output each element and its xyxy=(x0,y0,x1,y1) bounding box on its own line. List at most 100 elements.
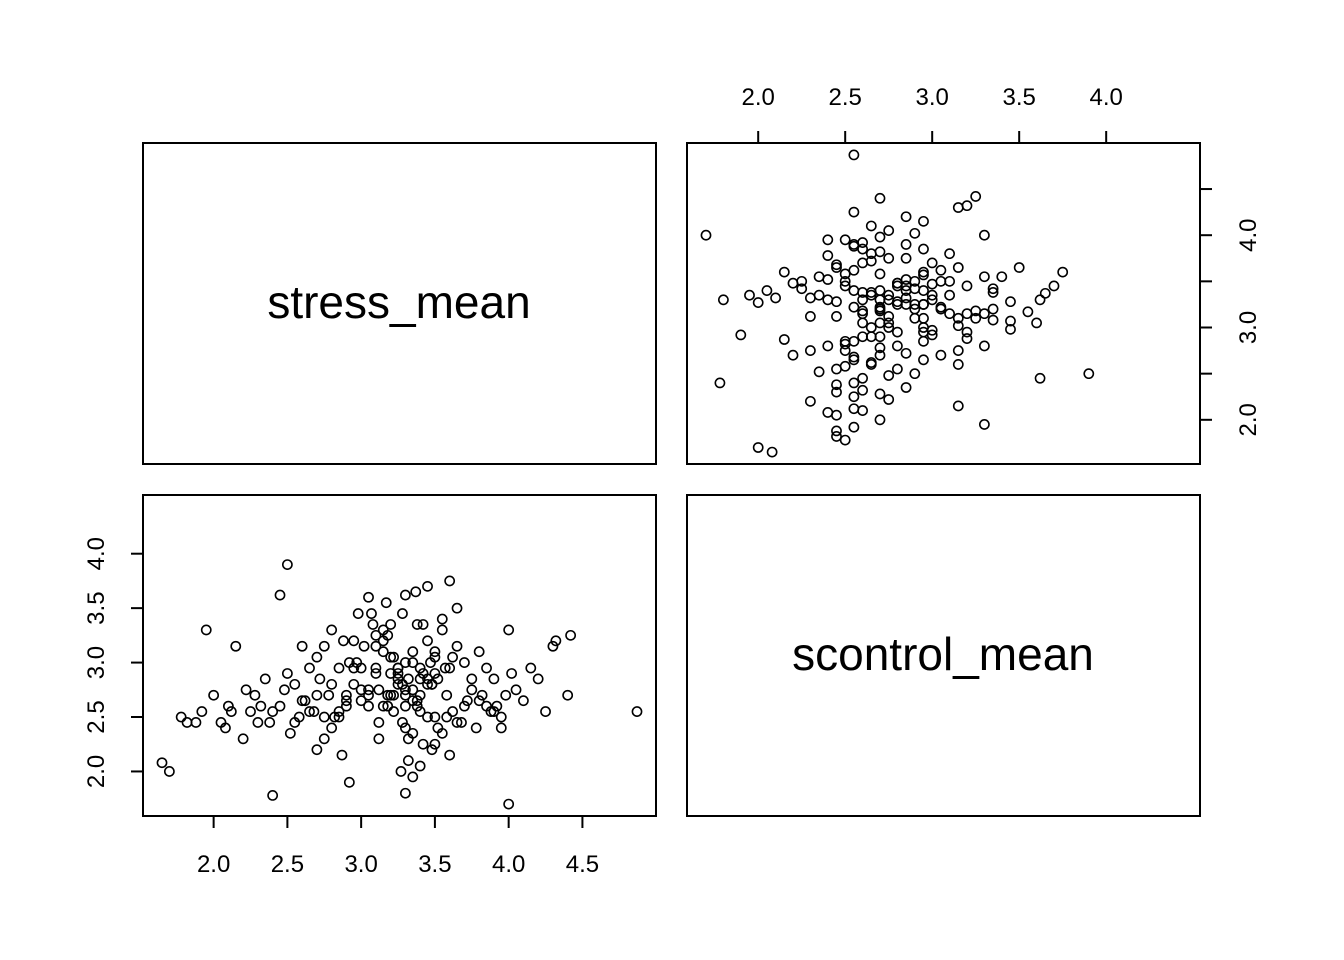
scatter-point xyxy=(503,624,515,636)
scatter-point xyxy=(414,689,426,701)
scatter-point xyxy=(380,597,392,609)
scatter-point xyxy=(426,744,438,756)
scatter-point xyxy=(547,640,559,652)
scatter-point xyxy=(397,608,408,619)
scatter-point xyxy=(918,243,929,255)
left-axis-tick-label: 2.0 xyxy=(83,755,110,788)
scatter-point xyxy=(336,749,348,761)
scatter-point xyxy=(813,366,825,378)
scatter-point xyxy=(1039,287,1051,299)
scatter-point xyxy=(1031,317,1042,329)
scatter-point xyxy=(281,668,293,679)
scatter-point xyxy=(978,340,990,352)
diag-label-stress-mean: stress_mean xyxy=(267,276,530,328)
scatter-point xyxy=(500,689,512,701)
scatter-point xyxy=(848,206,860,218)
scatter-point xyxy=(1013,262,1025,273)
top-axis-tick-label: 3.0 xyxy=(916,84,949,111)
scatter-point xyxy=(481,700,492,712)
scatter-point xyxy=(481,662,492,674)
scatter-point xyxy=(874,268,886,280)
scatter-point xyxy=(787,349,799,361)
scatter-point xyxy=(392,662,404,674)
scatter-point xyxy=(744,289,755,301)
scatter-point xyxy=(444,749,456,761)
scatter-point xyxy=(857,294,868,306)
scatter-point xyxy=(961,333,973,344)
scatter-point xyxy=(1034,372,1046,384)
bottom-axis-tick-label: 4.0 xyxy=(492,851,525,878)
scatter-point xyxy=(874,331,886,343)
scatter-point xyxy=(348,635,360,647)
scatter-point xyxy=(422,635,433,647)
scatter-point xyxy=(459,657,470,668)
scatter-point xyxy=(196,706,208,717)
scatter-point xyxy=(436,727,448,739)
left-axis-tick-label: 3.5 xyxy=(83,591,110,624)
scatter-point xyxy=(348,662,360,674)
bottom-x-axis: 2.0 2.5 3.0 3.5 4.0 4.5 xyxy=(197,815,599,878)
scatter-point xyxy=(918,299,929,310)
scatter-point xyxy=(900,347,912,359)
scatter-point xyxy=(865,248,877,260)
scatter-point xyxy=(318,640,330,652)
scatter-point xyxy=(848,335,860,347)
scatter-point xyxy=(918,215,929,227)
scatter-point xyxy=(874,231,886,243)
scatter-point xyxy=(441,689,453,701)
scatter-point xyxy=(883,225,895,236)
scatter-point xyxy=(540,706,551,717)
scatter-point xyxy=(700,229,712,241)
scatter-point xyxy=(1005,315,1016,327)
scatter-point xyxy=(891,296,903,308)
scatter-point xyxy=(304,662,315,674)
scatter-point xyxy=(355,695,367,707)
top-axis-tick-label: 4.0 xyxy=(1089,84,1122,111)
scatter-point xyxy=(417,668,429,679)
scatter-point xyxy=(488,673,500,685)
scatter-point xyxy=(874,342,886,354)
scatter-point xyxy=(952,312,964,324)
scatter-point xyxy=(252,717,264,728)
scatter-point xyxy=(926,278,938,290)
scatter-point xyxy=(436,613,448,625)
scatter-point xyxy=(338,635,349,647)
scatter-point xyxy=(429,646,441,658)
scatter-point xyxy=(804,292,816,304)
bottom-axis-tick-label: 2.0 xyxy=(197,851,230,878)
scatter-point xyxy=(363,689,374,701)
scatter-point xyxy=(400,722,411,734)
top-axis-tick-label: 3.5 xyxy=(1002,84,1035,111)
left-axis-tick-label: 3.0 xyxy=(83,646,110,679)
scatter-point xyxy=(340,689,352,701)
scatter-point xyxy=(874,349,886,361)
right-axis-tick-label: 4.0 xyxy=(1235,219,1262,252)
scatter-point xyxy=(952,345,964,356)
scatter-point xyxy=(909,283,921,295)
scatter-point xyxy=(952,359,964,370)
scatter-point xyxy=(377,624,389,636)
scatter-point xyxy=(857,317,868,329)
scatter-point xyxy=(926,294,938,306)
scatter-point xyxy=(407,646,419,658)
scatter-point xyxy=(952,320,964,332)
scatter-point xyxy=(466,673,478,685)
scatter-point xyxy=(961,308,973,320)
scatter-point xyxy=(752,297,764,308)
diag-label-scontrol-mean: scontrol_mean xyxy=(792,628,1094,680)
scatter-point xyxy=(175,711,187,723)
scatter-point xyxy=(918,285,929,296)
scatter-point xyxy=(900,211,912,223)
scatter-point xyxy=(451,640,463,652)
scatter-point xyxy=(952,262,964,273)
scatter-point xyxy=(831,262,842,273)
scatter-point xyxy=(314,673,326,685)
scatter-point xyxy=(978,271,990,283)
scatter-point xyxy=(407,695,419,707)
scatter-point xyxy=(284,727,296,739)
bottom-axis-tick-label: 2.5 xyxy=(271,851,304,878)
scatter-point xyxy=(466,684,478,696)
scatter-point xyxy=(459,700,470,712)
scatter-point xyxy=(249,689,261,701)
scatter-point xyxy=(267,790,279,801)
